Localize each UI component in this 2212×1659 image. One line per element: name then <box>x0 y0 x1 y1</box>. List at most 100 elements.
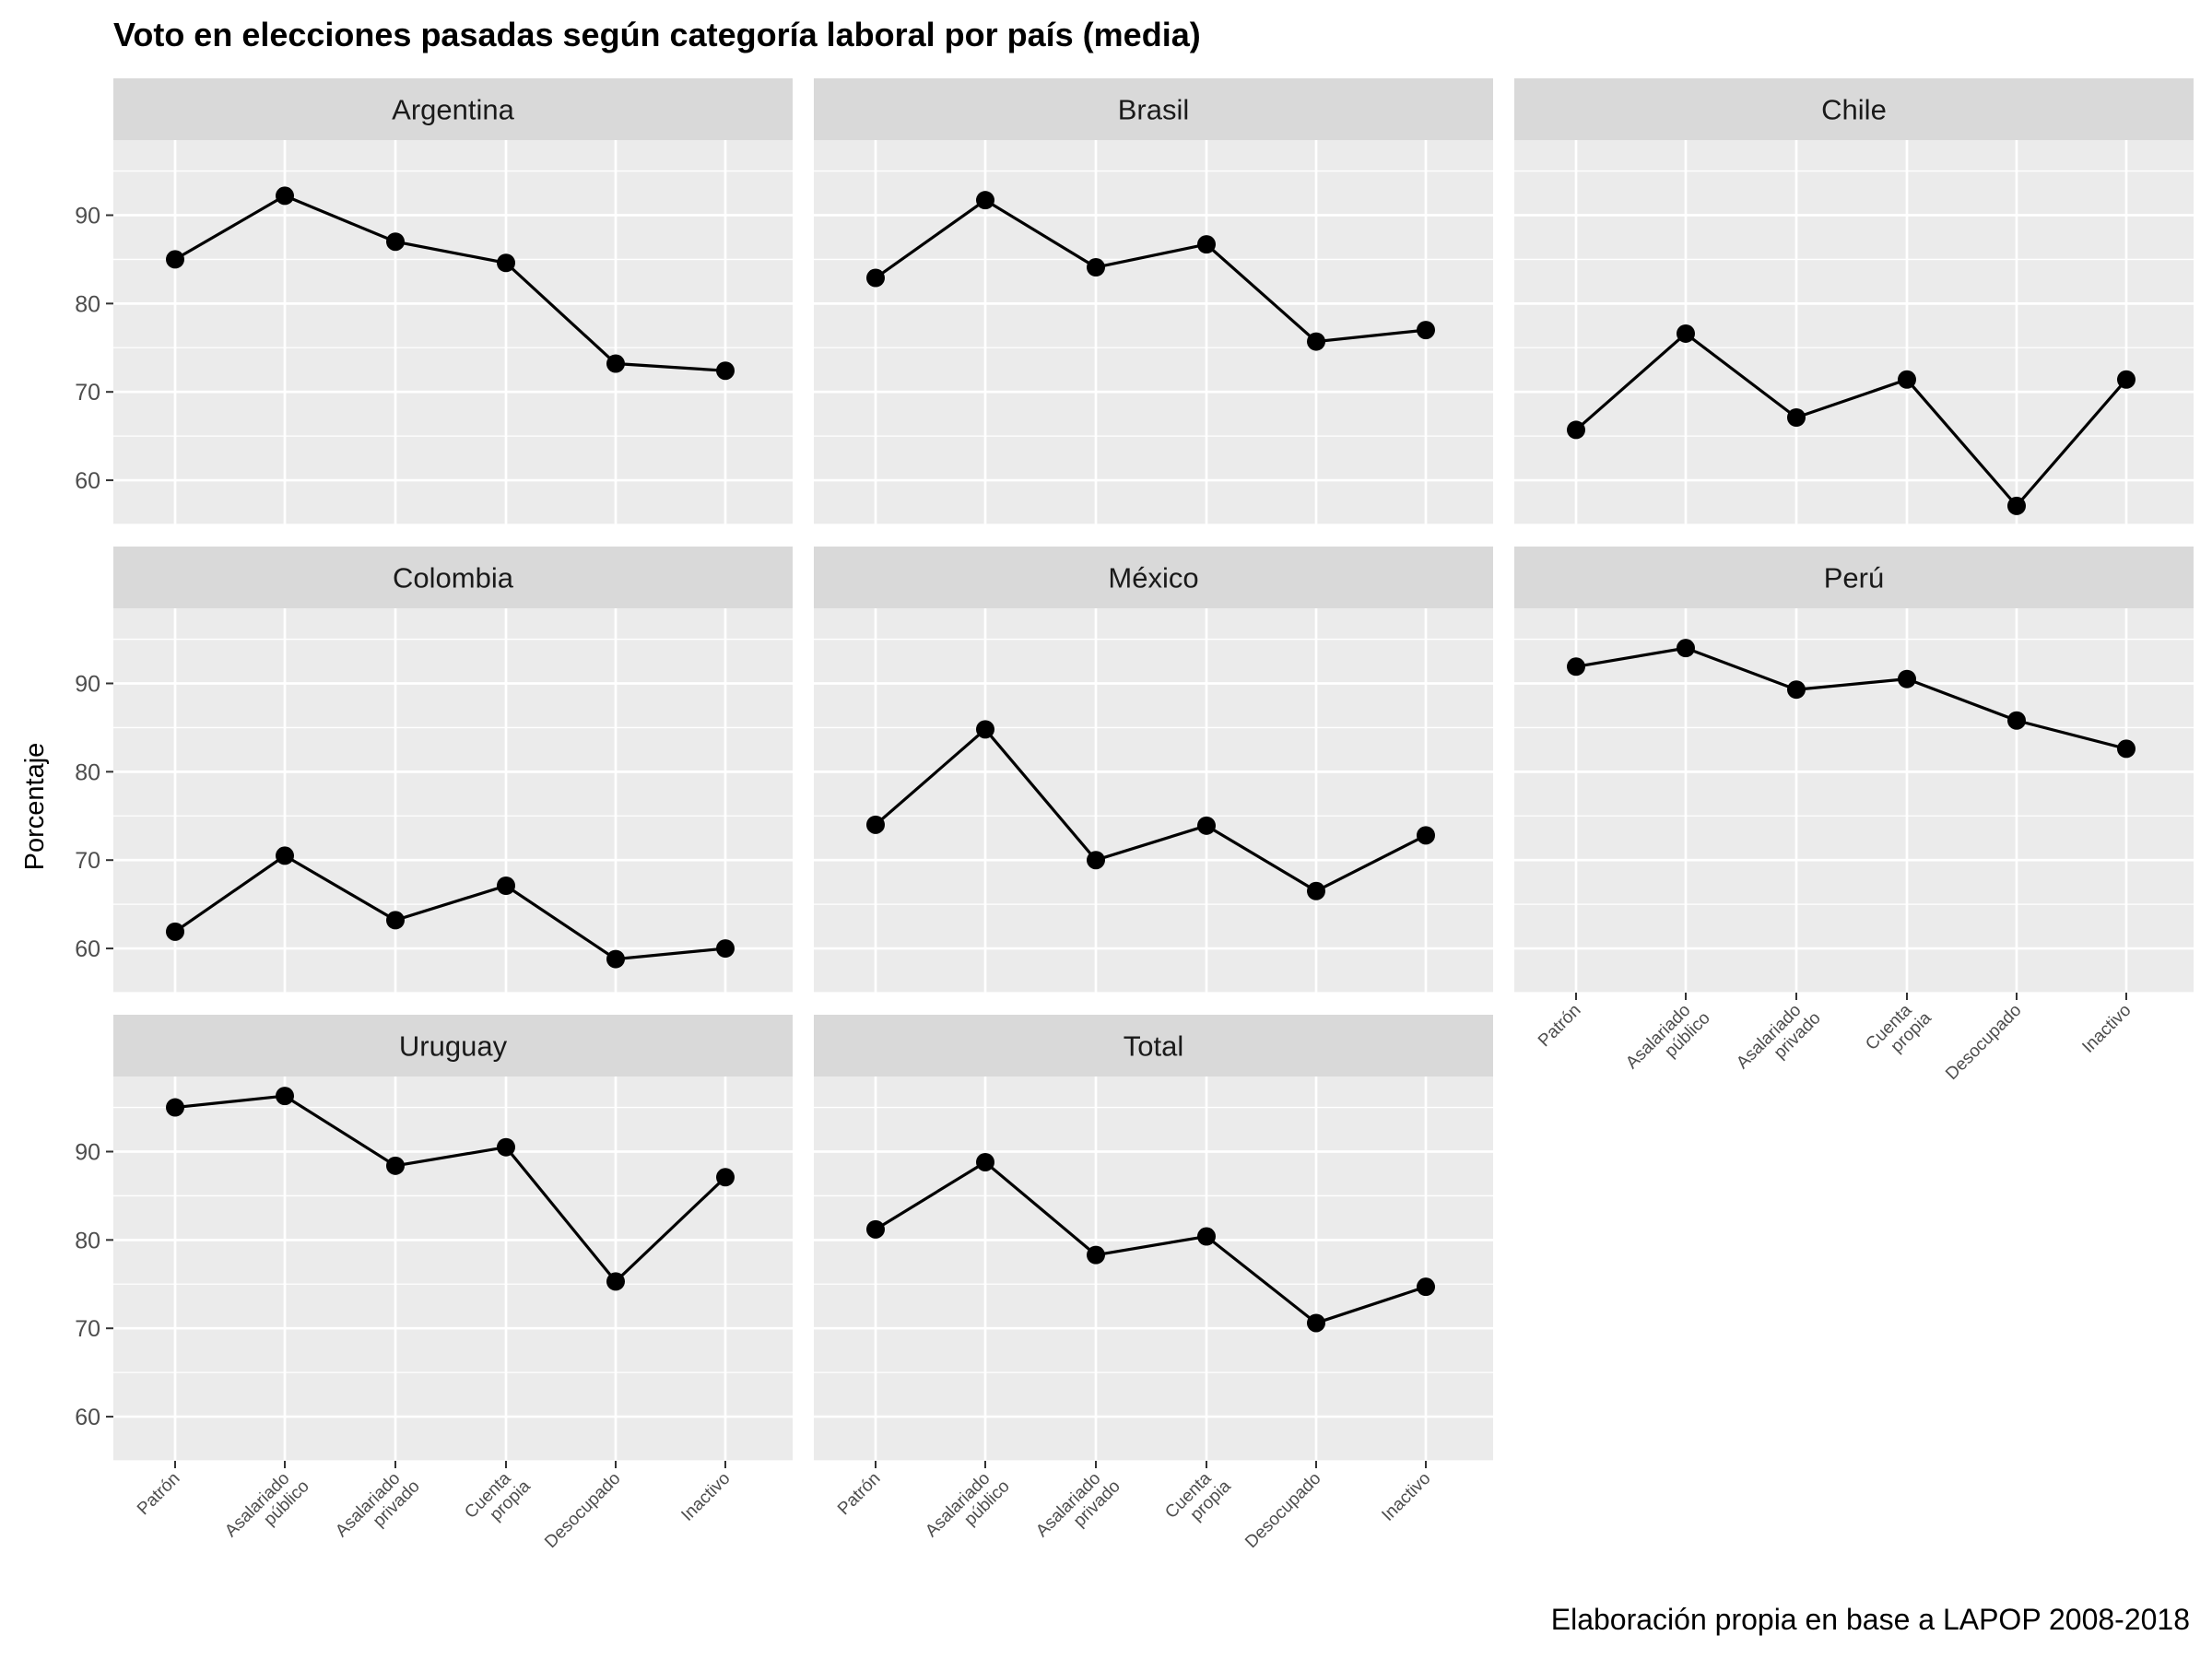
data-point <box>976 1152 994 1171</box>
x-tick-label-line: Patrón <box>1535 1001 1584 1051</box>
data-point <box>386 1156 405 1175</box>
x-tick-label-line: Inactivo <box>2078 1001 2135 1057</box>
x-tick-label: Patrón <box>834 1469 884 1519</box>
panel-argentina: Argentina 60 70 80 90 <box>75 78 793 525</box>
data-point <box>166 250 184 269</box>
panel-strip-label: Argentina <box>392 94 514 126</box>
x-tick-label-line: Desocupado <box>541 1469 624 1552</box>
data-point <box>2117 370 2136 389</box>
panel-background <box>1514 608 2194 993</box>
data-point <box>1677 639 1695 658</box>
series-line <box>875 198 1427 344</box>
x-tick-label-line: Inactivo <box>677 1469 734 1525</box>
data-point <box>1197 816 1216 835</box>
data-point <box>866 268 885 288</box>
x-tick-label: Cuentapropia <box>461 1463 535 1536</box>
data-point <box>386 911 405 930</box>
y-tick-label: 80 <box>75 1228 100 1253</box>
series-line <box>174 853 726 961</box>
data-point <box>716 1168 735 1187</box>
y-tick-label: 60 <box>75 468 100 494</box>
data-point <box>1898 370 1916 389</box>
x-tick-label: Patrón <box>1535 1001 1584 1051</box>
y-tick-label: 70 <box>75 848 100 874</box>
y-tick-label: 70 <box>75 1316 100 1342</box>
data-point <box>606 354 625 373</box>
panel-strip <box>814 78 1493 140</box>
panel-strip-label: Uruguay <box>399 1030 508 1063</box>
x-tick-label: Inactivo <box>677 1469 734 1525</box>
data-point <box>276 846 294 865</box>
data-point <box>276 1087 294 1106</box>
data-point <box>1417 321 1435 340</box>
data-point <box>1787 408 1806 428</box>
x-tick-label-line: Patrón <box>134 1469 183 1519</box>
data-point <box>497 877 515 896</box>
data-point <box>976 720 994 739</box>
panel-strip <box>113 78 793 140</box>
panel-background <box>113 1077 793 1461</box>
data-point <box>1087 851 1105 870</box>
x-tick-label: Asalariadopúblico <box>922 1463 1014 1555</box>
series-line <box>1575 646 2127 750</box>
data-point <box>606 949 625 969</box>
data-point <box>1677 324 1695 343</box>
panel-chile: Chile <box>1514 78 2194 525</box>
data-point <box>497 253 515 273</box>
data-point <box>1898 669 1916 688</box>
x-tick-label: Asalariadopúblico <box>1622 994 1714 1087</box>
data-point <box>1567 420 1585 440</box>
y-tick-label: 90 <box>75 203 100 229</box>
data-point <box>866 1219 885 1239</box>
panel-strip-label: Total <box>1124 1030 1183 1063</box>
x-tick-label: Asalariadoprivado <box>1733 994 1825 1087</box>
series-line <box>174 194 726 372</box>
panel-strip <box>1514 547 2194 608</box>
chart-caption: Elaboración propia en base a LAPOP 2008-… <box>1551 1603 2190 1636</box>
data-point <box>386 232 405 252</box>
data-point <box>1567 657 1585 677</box>
panel-perú: Perú Patrón Asalariadopúblico Asalariadopri… <box>1514 547 2194 1087</box>
panel-background <box>113 140 793 524</box>
panel-strip-label: México <box>1108 562 1198 594</box>
y-tick-label: 80 <box>75 291 100 317</box>
x-tick-label: Desocupado <box>541 1469 624 1552</box>
data-point <box>716 939 735 959</box>
data-point <box>166 922 184 941</box>
panel-colombia: Colombia 60 70 80 90 <box>75 547 793 994</box>
data-point <box>1417 1277 1435 1297</box>
x-tick-label: Inactivo <box>2078 1001 2135 1057</box>
data-point <box>1197 235 1216 254</box>
series-line <box>1574 331 2128 509</box>
data-point <box>1307 881 1325 900</box>
data-point <box>1787 680 1806 700</box>
panel-strip-label: Chile <box>1821 94 1887 126</box>
data-point <box>1417 826 1435 845</box>
y-tick-label: 70 <box>75 380 100 406</box>
panel-brasil: Brasil <box>814 78 1493 525</box>
data-point <box>716 361 735 381</box>
panel-strip-label: Perú <box>1824 562 1884 594</box>
data-point <box>2117 739 2136 759</box>
series-line <box>874 727 1427 893</box>
x-tick-label: Asalariadopúblico <box>221 1463 313 1555</box>
panel-strip-label: Brasil <box>1118 94 1190 126</box>
data-point <box>1307 332 1325 351</box>
x-tick-label-line: Desocupado <box>1942 1001 2025 1084</box>
x-tick-label: Inactivo <box>1378 1469 1434 1525</box>
y-tick-label: 90 <box>75 671 100 697</box>
data-point <box>166 1098 184 1117</box>
panel-strip <box>814 547 1493 608</box>
y-axis-label: Porcentaje <box>20 743 50 871</box>
x-tick-label: Desocupado <box>1241 1469 1324 1552</box>
facet-panels: Argentina 60 70 80 90 Brasil Chile Colombia 60 70… <box>75 78 2194 1555</box>
data-point <box>497 1137 515 1157</box>
data-point <box>276 186 294 206</box>
panel-strip-label: Colombia <box>393 562 514 594</box>
panel-méxico: México <box>814 547 1493 994</box>
panel-background <box>814 1077 1493 1461</box>
panel-total: Total Patrón Asalariadopúblico Asalariadopr… <box>814 1015 1493 1555</box>
x-tick-label-line: Inactivo <box>1378 1469 1434 1525</box>
y-tick-label: 90 <box>75 1139 100 1165</box>
y-tick-label: 60 <box>75 1405 100 1430</box>
